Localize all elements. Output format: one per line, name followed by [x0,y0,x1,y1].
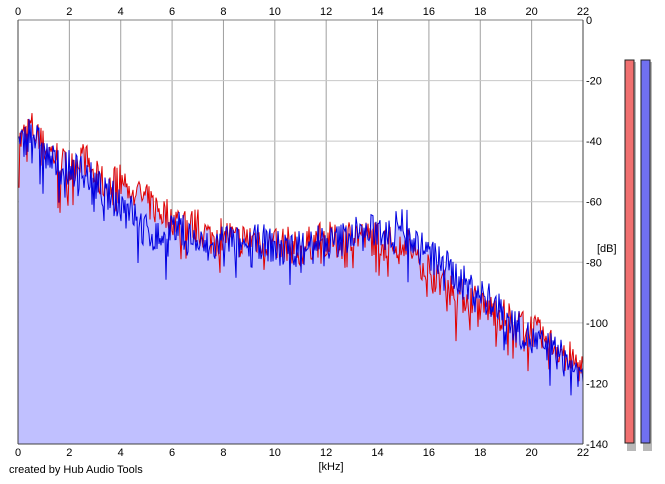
x-tick-label-top: 16 [423,6,435,18]
plot-frame [17,19,584,445]
y-tick-label: -40 [586,136,602,148]
x-tick-label-bottom: 0 [15,447,21,459]
x-tick-label-bottom: 20 [526,447,538,459]
x-tick-label-top: 10 [269,6,281,18]
y-tick-label: -60 [586,197,602,209]
x-tick-label-top: 4 [118,6,124,18]
level-meter-left [624,59,635,444]
y-tick-label: -100 [586,318,608,330]
x-tick-label-bottom: 18 [474,447,486,459]
x-tick-label-top: 22 [577,6,589,18]
credit-text: created by Hub Audio Tools [9,464,143,476]
x-tick-label-bottom: 14 [371,447,383,459]
y-ticks: 0 -20 -40 -60 -80 -100 -120 -140 [586,15,608,451]
x-tick-label-top: 18 [474,6,486,18]
x-tick-label-top: 2 [66,6,72,18]
x-tick-label-top: 20 [526,6,538,18]
x-tick-label-top: 14 [371,6,383,18]
y-tick-label: -20 [586,76,602,88]
x-tick-label-bottom: 12 [320,447,332,459]
x-tick-label-bottom: 10 [269,447,281,459]
spectrum-area [18,113,583,444]
x-tick-label-bottom: 22 [577,447,589,459]
x-tick-label-top: 0 [15,6,21,18]
x-tick-label-top: 6 [169,6,175,18]
series-line-blue [18,118,584,396]
y-tick-label: -140 [586,439,608,451]
x-tick-label-bottom: 8 [220,447,226,459]
spectrum-series [18,113,584,396]
series-line-red [18,113,584,382]
x-axis-label: [kHz] [318,461,343,473]
y-tick-label: -120 [586,378,608,390]
x-tick-label-top: 8 [220,6,226,18]
y-tick-label: 0 [586,15,592,27]
level-meters [624,59,652,451]
x-tick-label-bottom: 2 [66,447,72,459]
x-tick-label-bottom: 4 [118,447,124,459]
y-axis-label: [dB] [597,243,617,255]
x-ticks-top: 0 2 4 6 8 10 12 14 16 18 20 22 [15,6,589,18]
x-tick-label-bottom: 16 [423,447,435,459]
level-meter-right [640,59,651,444]
x-tick-label-bottom: 6 [169,447,175,459]
spectrum-fill [18,113,583,444]
y-tick-label: -80 [586,257,602,269]
x-ticks-bottom: 0 2 4 6 8 10 12 14 16 18 20 22 [15,447,589,459]
x-tick-label-top: 12 [320,6,332,18]
